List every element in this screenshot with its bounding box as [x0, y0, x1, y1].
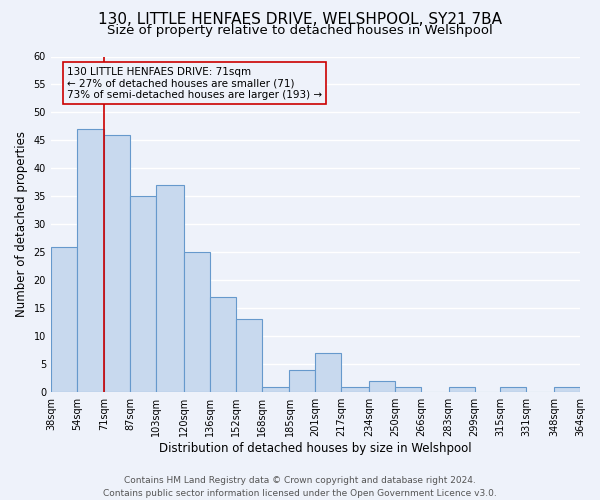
Bar	[395, 386, 421, 392]
Text: Contains HM Land Registry data © Crown copyright and database right 2024.
Contai: Contains HM Land Registry data © Crown c…	[103, 476, 497, 498]
Bar	[236, 320, 262, 392]
Bar	[449, 386, 475, 392]
Bar	[289, 370, 316, 392]
Y-axis label: Number of detached properties: Number of detached properties	[15, 132, 28, 318]
Bar	[369, 381, 395, 392]
Bar	[77, 129, 104, 392]
Bar	[341, 386, 369, 392]
Bar	[210, 297, 236, 392]
Bar	[157, 185, 184, 392]
Bar	[316, 353, 341, 392]
Bar	[104, 135, 130, 392]
Bar	[500, 386, 526, 392]
Bar	[554, 386, 580, 392]
Bar	[262, 386, 289, 392]
Bar	[51, 246, 77, 392]
Text: Size of property relative to detached houses in Welshpool: Size of property relative to detached ho…	[107, 24, 493, 37]
Bar	[130, 196, 157, 392]
Bar	[184, 252, 210, 392]
Text: 130 LITTLE HENFAES DRIVE: 71sqm
← 27% of detached houses are smaller (71)
73% of: 130 LITTLE HENFAES DRIVE: 71sqm ← 27% of…	[67, 66, 322, 100]
X-axis label: Distribution of detached houses by size in Welshpool: Distribution of detached houses by size …	[159, 442, 472, 455]
Text: 130, LITTLE HENFAES DRIVE, WELSHPOOL, SY21 7BA: 130, LITTLE HENFAES DRIVE, WELSHPOOL, SY…	[98, 12, 502, 28]
